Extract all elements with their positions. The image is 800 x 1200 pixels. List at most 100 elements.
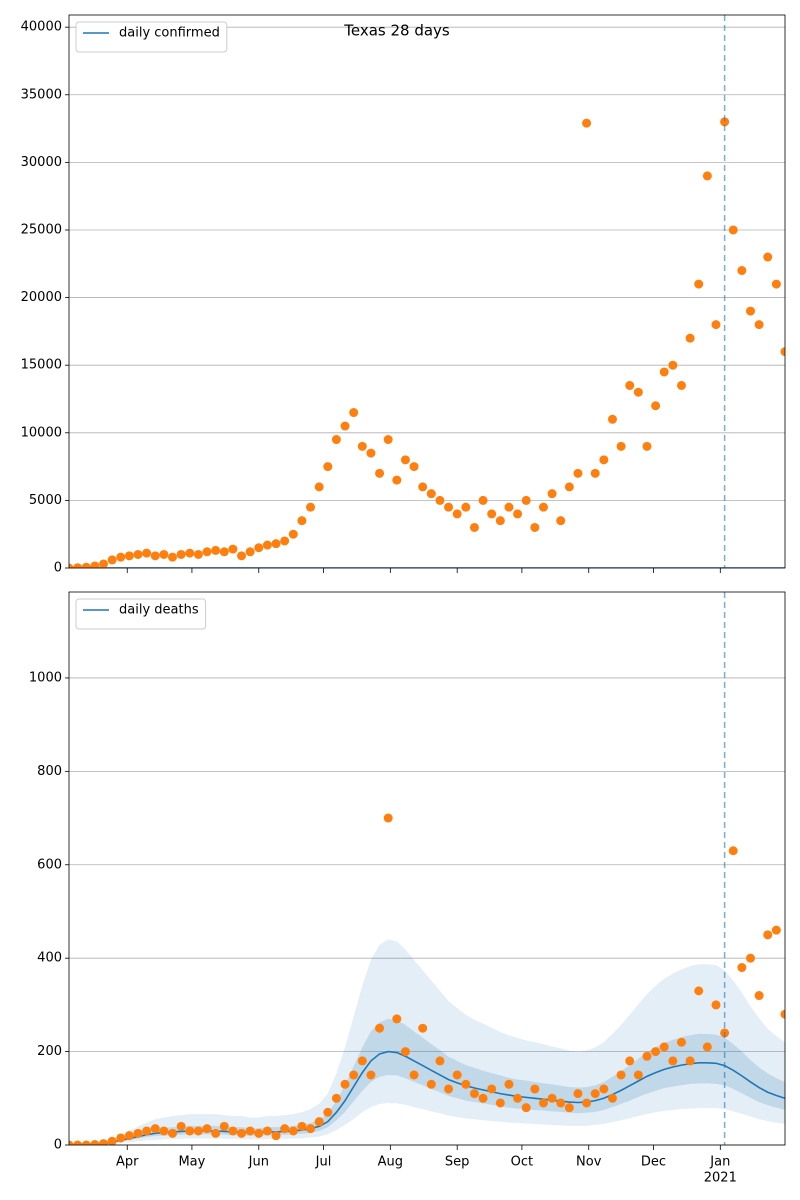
x-tick-label: Oct	[511, 1155, 533, 1170]
legend: daily confirmed	[75, 21, 228, 53]
y-tick-label: 25000	[21, 222, 62, 237]
point	[564, 482, 574, 492]
point	[392, 475, 402, 485]
x-tick-label: Aug	[378, 1155, 403, 1170]
legend: daily deaths	[75, 598, 207, 630]
point	[616, 1070, 626, 1080]
point	[306, 502, 316, 512]
legend-box	[75, 598, 207, 630]
point	[538, 1098, 548, 1108]
point	[271, 539, 281, 549]
point	[426, 489, 436, 499]
x-tick-label: Jul	[315, 1155, 332, 1170]
legend-box	[75, 21, 228, 53]
y-tick-label: 5000	[29, 493, 62, 508]
point	[461, 1079, 471, 1089]
point	[349, 1070, 359, 1080]
point	[685, 1056, 695, 1066]
y-tick-label: 600	[37, 857, 62, 872]
point	[331, 435, 341, 445]
point	[504, 502, 514, 512]
plot-area	[69, 117, 785, 568]
point	[73, 563, 83, 568]
point	[590, 1089, 600, 1099]
point	[228, 1126, 238, 1136]
point	[280, 536, 290, 546]
point	[357, 1056, 367, 1066]
point	[711, 320, 721, 330]
point	[297, 516, 307, 526]
point	[435, 495, 445, 505]
point	[400, 1047, 410, 1057]
point	[375, 468, 385, 478]
point	[193, 1126, 203, 1136]
point	[219, 1121, 229, 1131]
point	[288, 1126, 298, 1136]
point	[444, 502, 454, 512]
point	[651, 1047, 661, 1057]
point	[116, 552, 126, 562]
point	[392, 1014, 402, 1024]
point	[582, 1098, 592, 1108]
point	[262, 1126, 272, 1136]
point	[159, 549, 169, 559]
point	[228, 544, 238, 554]
band	[69, 939, 785, 1145]
point	[659, 1042, 669, 1052]
point	[754, 320, 764, 330]
point	[642, 1051, 652, 1061]
point	[418, 1023, 428, 1033]
x-tick-sublabel: 2021	[704, 1171, 737, 1186]
point	[771, 279, 781, 289]
point	[504, 1079, 514, 1089]
y-tick-label: 40000	[21, 20, 62, 35]
point	[168, 552, 178, 562]
point	[487, 509, 497, 519]
point	[185, 1126, 195, 1136]
point	[676, 380, 686, 390]
point	[69, 563, 74, 568]
point	[720, 117, 730, 127]
point	[237, 1128, 247, 1138]
point	[564, 1103, 574, 1113]
point	[780, 1009, 785, 1019]
point	[573, 1089, 583, 1099]
point	[306, 1124, 316, 1134]
point	[409, 462, 419, 472]
x-tick-label: Dec	[641, 1155, 666, 1170]
point	[418, 482, 428, 492]
point	[99, 1139, 109, 1145]
point	[383, 813, 393, 823]
point	[280, 1124, 290, 1134]
point	[616, 441, 626, 451]
point	[331, 1093, 341, 1103]
point	[435, 1056, 445, 1066]
point	[659, 367, 669, 377]
point	[349, 408, 359, 418]
point	[202, 547, 212, 557]
point	[599, 455, 609, 465]
band	[69, 1018, 785, 1145]
point	[547, 489, 557, 499]
point	[237, 551, 247, 561]
y-tick-label: 15000	[21, 358, 62, 373]
point	[625, 380, 635, 390]
point	[668, 1056, 678, 1066]
point	[633, 387, 643, 397]
point	[202, 1124, 212, 1134]
point	[487, 1084, 497, 1094]
point	[711, 1000, 721, 1010]
point	[728, 225, 738, 235]
point	[702, 171, 712, 181]
legend-label: daily confirmed	[119, 26, 220, 41]
point	[521, 1103, 531, 1113]
point	[452, 509, 462, 519]
y-tick-label: 200	[37, 1044, 62, 1059]
point	[607, 414, 617, 424]
point	[340, 421, 350, 431]
point	[556, 1098, 566, 1108]
x-tick-label: May	[178, 1155, 205, 1170]
point	[107, 555, 117, 565]
y-tick-label: 800	[37, 764, 62, 779]
